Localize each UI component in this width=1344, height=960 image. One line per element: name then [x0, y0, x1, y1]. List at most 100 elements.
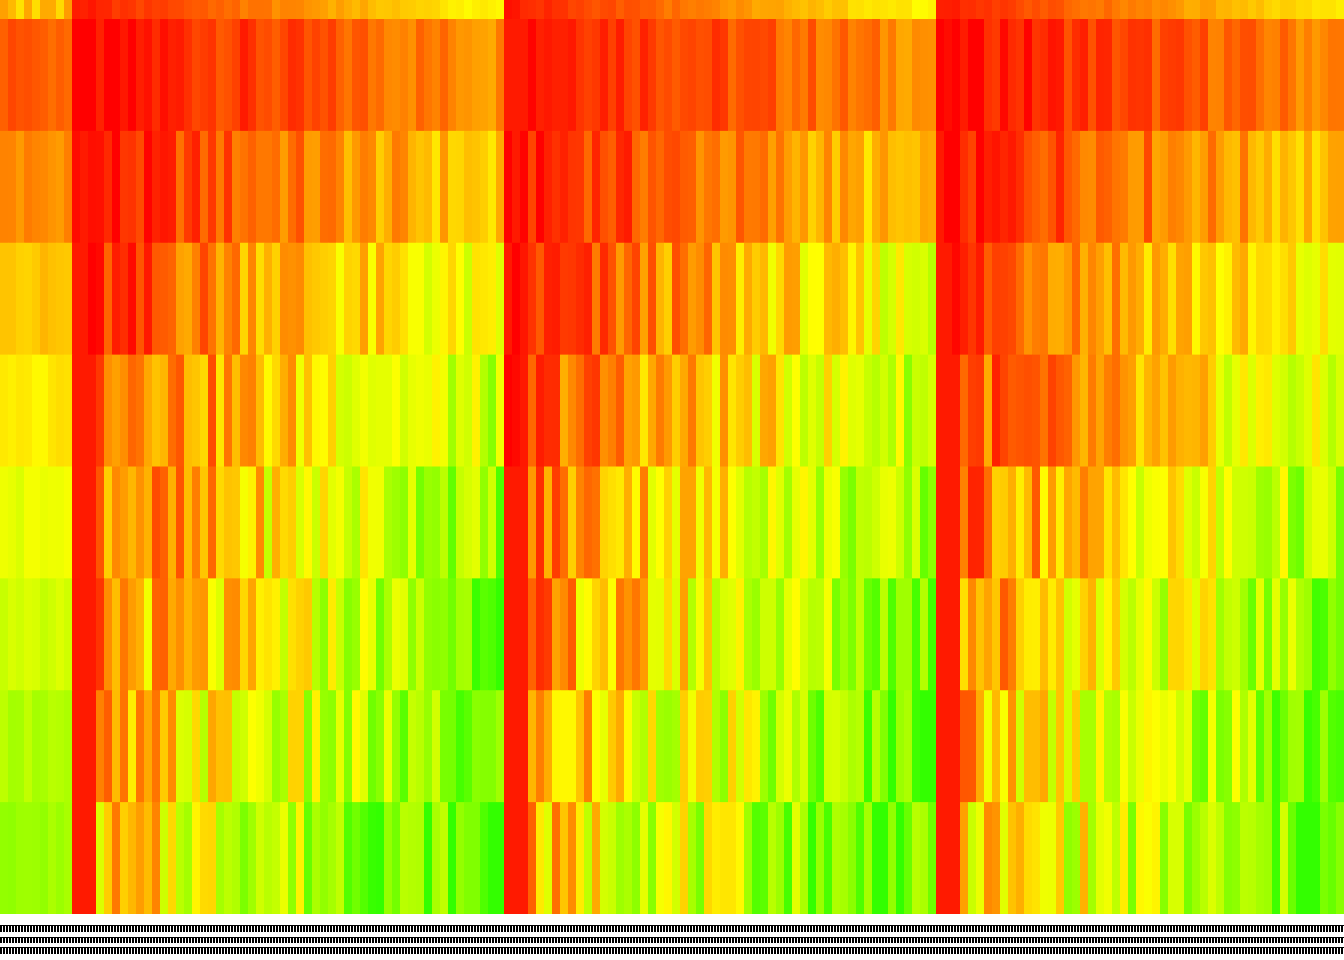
- x-tick-mark: [393, 948, 395, 954]
- heatmap-cell: [1000, 466, 1009, 579]
- heatmap-cell: [680, 354, 689, 467]
- x-tick-mark: [546, 938, 548, 943]
- x-tick-mark: [858, 938, 860, 943]
- x-tick-mark: [1320, 938, 1322, 943]
- x-tick-mark: [465, 938, 467, 943]
- x-tick-mark: [957, 926, 959, 932]
- x-tick-mark: [792, 948, 794, 954]
- x-tick-mark: [600, 938, 602, 943]
- heatmap-cell: [1168, 242, 1177, 356]
- heatmap-cell: [728, 578, 737, 691]
- heatmap-cell: [920, 19, 929, 132]
- x-tick-mark: [300, 948, 302, 954]
- x-tick-mark: [1164, 938, 1166, 943]
- heatmap-cell: [112, 19, 121, 132]
- x-tick-mark: [1128, 948, 1130, 954]
- x-tick-mark: [129, 948, 131, 954]
- x-tick-mark: [1062, 926, 1064, 932]
- x-tick-baseline: [0, 937, 1344, 938]
- heatmap-cell: [1320, 690, 1329, 803]
- x-tick-mark: [57, 938, 59, 943]
- heatmap-cell: [1120, 354, 1129, 467]
- x-tick-mark: [216, 938, 218, 943]
- heatmap-cell: [648, 578, 657, 691]
- heatmap-cell: [960, 466, 969, 579]
- heatmap-cell: [336, 19, 345, 132]
- heatmap-cell: [1112, 466, 1121, 579]
- heatmap-cell-top: [896, 0, 905, 19]
- x-tick-mark: [1011, 948, 1013, 954]
- heatmap-cell: [160, 578, 169, 691]
- heatmap-cell: [312, 578, 321, 691]
- heatmap-cell: [120, 242, 129, 356]
- heatmap-cell: [1160, 242, 1169, 356]
- heatmap-cell: [1016, 466, 1025, 579]
- heatmap-cell: [8, 466, 17, 579]
- heatmap-cell: [1096, 578, 1105, 691]
- heatmap-cell: [1320, 242, 1329, 356]
- heatmap-cell-top: [96, 0, 105, 19]
- heatmap-cell: [112, 466, 121, 579]
- x-tick-mark: [168, 948, 170, 954]
- heatmap-cell: [1264, 466, 1273, 579]
- x-tick-mark: [1155, 926, 1157, 932]
- heatmap-cell: [912, 466, 921, 579]
- x-tick-mark: [798, 926, 800, 932]
- x-tick-mark: [138, 938, 140, 943]
- heatmap-cell: [864, 19, 873, 132]
- heatmap-cell: [144, 130, 153, 244]
- heatmap-cell: [456, 242, 465, 356]
- heatmap-cell: [1152, 690, 1161, 803]
- x-tick-mark: [30, 948, 32, 954]
- heatmap-cell: [528, 130, 537, 244]
- x-tick-mark: [477, 926, 479, 932]
- x-tick-mark: [999, 938, 1001, 943]
- x-tick-mark: [528, 948, 530, 954]
- x-tick-mark: [180, 926, 182, 932]
- x-tick-mark: [855, 926, 857, 932]
- heatmap-cell: [1080, 690, 1089, 803]
- x-tick-mark: [312, 926, 314, 932]
- x-tick-mark: [126, 926, 128, 932]
- heatmap-cell: [1000, 19, 1009, 132]
- x-tick-mark: [1215, 948, 1217, 954]
- heatmap-cell: [568, 802, 577, 914]
- heatmap-cell: [472, 466, 481, 579]
- heatmap-cell: [536, 690, 545, 803]
- x-tick-mark: [1137, 948, 1139, 954]
- heatmap-cell-top: [216, 0, 225, 19]
- heatmap-cell: [176, 242, 185, 356]
- x-tick-mark: [951, 938, 953, 943]
- heatmap-cell: [8, 242, 17, 356]
- heatmap-cell: [872, 130, 881, 244]
- x-tick-mark: [351, 948, 353, 954]
- x-tick-mark: [888, 948, 890, 954]
- x-tick-mark: [1014, 926, 1016, 932]
- heatmap-cell: [936, 354, 945, 467]
- x-tick-mark: [1098, 926, 1100, 932]
- x-tick-mark: [912, 948, 914, 954]
- x-tick-mark: [855, 948, 857, 954]
- x-tick-mark: [123, 948, 125, 954]
- heatmap-cell: [296, 578, 305, 691]
- heatmap-cell: [1048, 242, 1057, 356]
- x-tick-mark: [990, 948, 992, 954]
- x-tick-mark: [750, 926, 752, 932]
- x-tick-mark: [420, 948, 422, 954]
- heatmap-cell-top: [288, 0, 297, 19]
- heatmap-cell: [408, 578, 417, 691]
- heatmap-cell: [592, 466, 601, 579]
- heatmap-cell: [248, 466, 257, 579]
- x-tick-mark: [846, 926, 848, 932]
- heatmap-cell: [840, 242, 849, 356]
- heatmap-cell: [232, 354, 241, 467]
- x-tick-mark: [675, 938, 677, 943]
- heatmap-cell: [1136, 578, 1145, 691]
- x-tick-mark: [1218, 948, 1220, 954]
- heatmap-cell: [400, 802, 409, 914]
- x-tick-mark: [348, 938, 350, 943]
- x-tick-mark: [48, 948, 50, 954]
- x-tick-mark: [381, 938, 383, 943]
- x-tick-mark: [960, 948, 962, 954]
- heatmap-cell: [1176, 690, 1185, 803]
